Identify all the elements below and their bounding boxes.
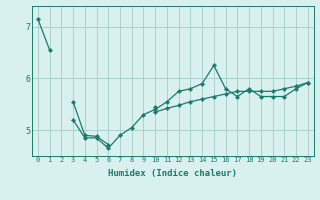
X-axis label: Humidex (Indice chaleur): Humidex (Indice chaleur)	[108, 169, 237, 178]
